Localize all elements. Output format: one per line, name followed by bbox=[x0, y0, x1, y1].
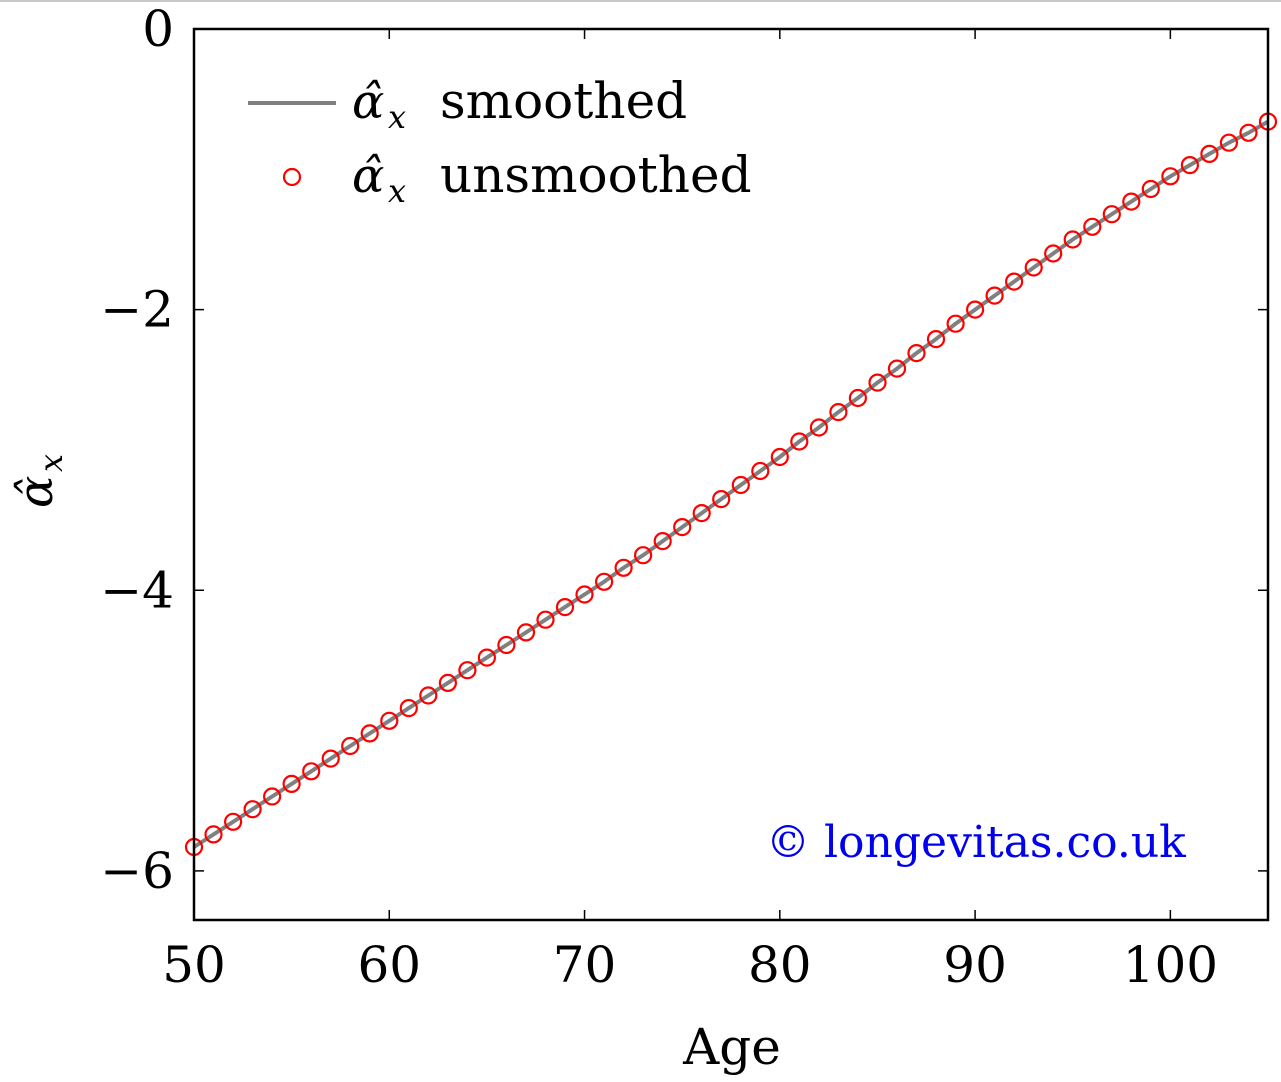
unsmoothed-point bbox=[360, 724, 379, 743]
top-border bbox=[0, 0, 1281, 2]
unsmoothed-point bbox=[1063, 230, 1082, 249]
unsmoothed-point bbox=[887, 359, 907, 378]
legend: α̂ x smoothed α̂ x unsmoothed bbox=[248, 72, 752, 210]
smoothed-series-line bbox=[192, 119, 1269, 849]
y-axis-title-sub: x bbox=[32, 454, 70, 472]
series-layer bbox=[184, 112, 1278, 857]
x-tick-label: 90 bbox=[943, 936, 1007, 994]
unsmoothed-point bbox=[1044, 244, 1063, 263]
unsmoothed-point bbox=[907, 344, 926, 363]
unsmoothed-point bbox=[1122, 192, 1141, 211]
unsmoothed-point bbox=[497, 635, 516, 655]
unsmoothed-point bbox=[614, 558, 633, 577]
unsmoothed-point bbox=[419, 686, 438, 705]
y-tick-label: −2 bbox=[100, 281, 174, 339]
unsmoothed-point bbox=[1102, 205, 1121, 224]
unsmoothed-point bbox=[790, 432, 809, 451]
y-tick-label: 0 bbox=[142, 0, 174, 58]
unsmoothed-point bbox=[282, 774, 301, 794]
legend-unsmoothed-label: unsmoothed bbox=[440, 146, 752, 204]
unsmoothed-point bbox=[302, 762, 321, 781]
unsmoothed-point bbox=[1180, 156, 1200, 175]
unsmoothed-point bbox=[380, 711, 399, 730]
legend-smoothed-sub: x bbox=[388, 98, 406, 136]
unsmoothed-point bbox=[477, 648, 496, 667]
unsmoothed-point bbox=[341, 736, 360, 756]
unsmoothed-point bbox=[224, 812, 243, 831]
copyright-annotation: © longevitas.co.uk bbox=[766, 817, 1186, 868]
unsmoothed-point bbox=[673, 517, 692, 537]
unsmoothed-point bbox=[751, 461, 770, 481]
unsmoothed-point bbox=[594, 572, 614, 591]
unsmoothed-point bbox=[1083, 217, 1102, 236]
unsmoothed-point bbox=[263, 787, 282, 806]
legend-smoothed-symbol: α̂ bbox=[352, 74, 384, 130]
unsmoothed-point bbox=[1141, 179, 1160, 199]
unsmoothed-point bbox=[809, 418, 829, 437]
unsmoothed-point bbox=[1024, 258, 1043, 277]
unsmoothed-point bbox=[321, 749, 340, 768]
plot-frame bbox=[192, 27, 1270, 922]
unsmoothed-point bbox=[946, 314, 965, 333]
y-axis-title: α̂ x bbox=[8, 454, 70, 508]
unsmoothed-point bbox=[516, 623, 536, 642]
unsmoothed-point bbox=[829, 403, 848, 422]
unsmoothed-point bbox=[770, 447, 789, 467]
unsmoothed-point bbox=[848, 388, 868, 408]
tick-labels: 50 60 70 80 90 100 0 −2 −4 −6 bbox=[100, 0, 1218, 994]
unsmoothed-point bbox=[1239, 123, 1258, 142]
x-axis-title: Age bbox=[682, 1018, 781, 1076]
unsmoothed-point bbox=[633, 546, 653, 565]
unsmoothed-point bbox=[868, 373, 887, 392]
unsmoothed-point bbox=[1200, 144, 1219, 163]
unsmoothed-point bbox=[204, 825, 223, 844]
legend-smoothed-label: smoothed bbox=[440, 72, 687, 130]
unsmoothed-point bbox=[458, 661, 477, 680]
y-tick-label: −6 bbox=[100, 842, 174, 900]
unsmoothed-point bbox=[575, 585, 594, 604]
legend-marker-swatch bbox=[282, 167, 302, 187]
unsmoothed-point bbox=[1161, 167, 1180, 186]
unsmoothed-point bbox=[555, 597, 575, 617]
x-tick-label: 60 bbox=[357, 936, 421, 994]
unsmoothed-point bbox=[1219, 133, 1239, 152]
unsmoothed-point bbox=[399, 698, 418, 718]
y-tick-label: −4 bbox=[100, 561, 174, 619]
y-axis-title-symbol: α̂ bbox=[8, 476, 64, 508]
unsmoothed-point bbox=[712, 490, 731, 509]
x-tick-label: 100 bbox=[1123, 936, 1218, 994]
unsmoothed-point bbox=[985, 286, 1004, 305]
unsmoothed-point bbox=[731, 475, 750, 495]
unsmoothed-point bbox=[243, 800, 262, 819]
legend-unsmoothed-sub: x bbox=[388, 172, 406, 210]
unsmoothed-point bbox=[536, 610, 555, 629]
unsmoothed-point bbox=[965, 300, 985, 319]
unsmoothed-point bbox=[926, 330, 946, 349]
unsmoothed-point bbox=[692, 503, 711, 523]
legend-unsmoothed-symbol: α̂ bbox=[352, 148, 384, 204]
x-tick-label: 80 bbox=[748, 936, 812, 994]
unsmoothed-point bbox=[653, 531, 672, 551]
x-tick-label: 50 bbox=[162, 936, 226, 994]
x-tick-label: 70 bbox=[553, 936, 617, 994]
unsmoothed-point bbox=[1004, 272, 1024, 291]
unsmoothed-point bbox=[438, 673, 457, 693]
